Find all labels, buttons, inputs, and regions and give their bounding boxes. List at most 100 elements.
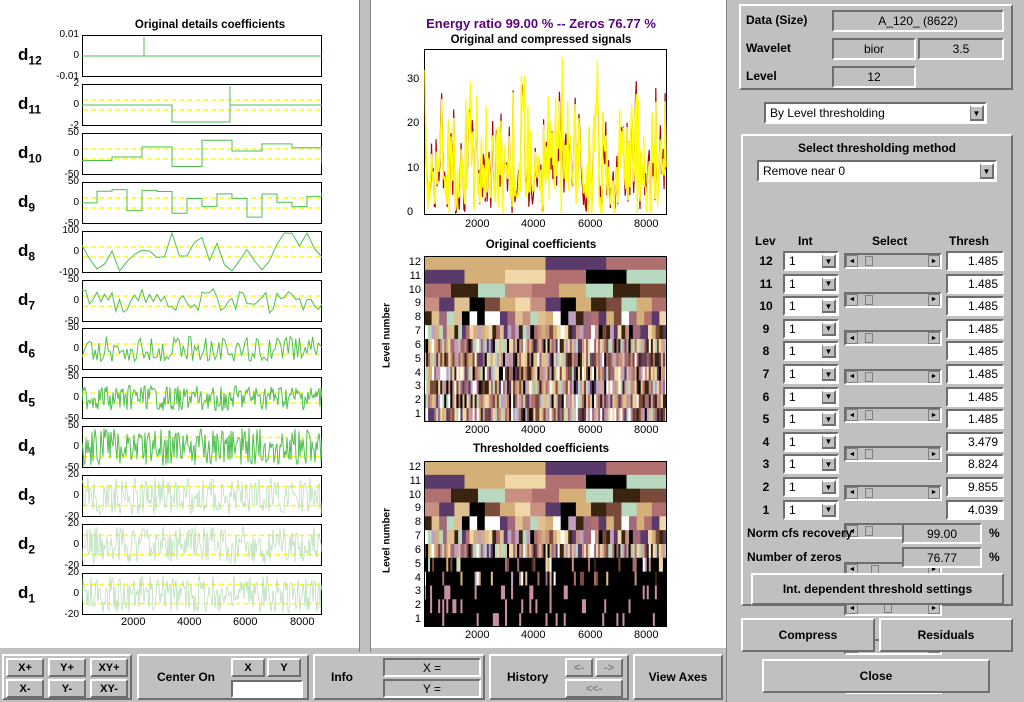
slider-right-arrow-icon[interactable]: ► <box>928 293 940 306</box>
slider-left-arrow-icon[interactable]: ◄ <box>846 525 858 538</box>
zoom-x-plus-button[interactable]: X+ <box>6 658 44 677</box>
threshold-value-input[interactable]: 1.485 <box>946 318 1004 339</box>
interval-select[interactable]: 1 ▼ <box>783 251 839 271</box>
threshold-value-input[interactable]: 3.479 <box>946 431 1004 452</box>
interval-select[interactable]: 1 ▼ <box>783 364 839 384</box>
interval-select[interactable]: 1 ▼ <box>783 386 839 407</box>
slider-right-arrow-icon[interactable]: ► <box>928 448 940 460</box>
coef-cell <box>424 488 452 503</box>
detail-plot-8[interactable] <box>82 230 322 273</box>
threshold-value-input[interactable]: 1.485 <box>946 386 1004 407</box>
slider-thumb[interactable] <box>865 526 874 537</box>
threshold-mode-select[interactable]: By Level thresholding ▼ <box>764 102 987 124</box>
threshold-slider[interactable]: ◄► <box>844 253 942 269</box>
detail-plot-10[interactable] <box>82 132 322 175</box>
slider-right-arrow-icon[interactable]: ► <box>928 332 940 345</box>
threshold-value-input[interactable]: 9.855 <box>946 477 1004 497</box>
slider-right-arrow-icon[interactable]: ► <box>928 370 940 383</box>
interval-select[interactable]: 1 ▼ <box>783 454 839 475</box>
slider-left-arrow-icon[interactable]: ◄ <box>846 602 858 615</box>
signal-plot[interactable] <box>424 49 667 215</box>
slider-right-arrow-icon[interactable]: ► <box>928 486 940 499</box>
threshold-value-input[interactable]: 1.485 <box>946 251 1004 271</box>
slider-left-arrow-icon[interactable]: ◄ <box>846 486 858 499</box>
slider-thumb[interactable] <box>865 294 874 305</box>
detail-plot-1[interactable] <box>82 572 322 615</box>
slider-thumb[interactable] <box>865 449 874 459</box>
compress-button[interactable]: Compress <box>741 618 875 652</box>
interval-select[interactable]: 1 ▼ <box>783 409 839 430</box>
detail-plot-9[interactable] <box>82 181 322 224</box>
threshold-slider[interactable]: ◄► <box>844 330 942 347</box>
zoom-xy-minus-button[interactable]: XY- <box>90 679 128 698</box>
slider-left-arrow-icon[interactable]: ◄ <box>846 255 858 267</box>
interval-select[interactable]: 1 ▼ <box>783 318 839 339</box>
slider-left-arrow-icon[interactable]: ◄ <box>846 293 858 306</box>
interval-select[interactable]: 1 ▼ <box>783 296 839 317</box>
coef-cell <box>543 408 546 422</box>
detail-plot-7[interactable] <box>82 279 322 322</box>
zoom-xy-plus-button[interactable]: XY+ <box>90 658 128 677</box>
slider-left-arrow-icon[interactable]: ◄ <box>846 332 858 345</box>
zoom-y-minus-button[interactable]: Y- <box>48 679 86 698</box>
coef-cell <box>602 599 605 614</box>
detail-plot-3[interactable] <box>82 475 322 518</box>
threshold-value-input[interactable]: 8.824 <box>946 454 1004 475</box>
slider-right-arrow-icon[interactable]: ► <box>928 255 940 267</box>
coef-cell <box>482 366 486 381</box>
detail-plot-11[interactable] <box>82 83 322 126</box>
threshold-slider[interactable]: ◄► <box>844 446 942 462</box>
threshold-value-input[interactable]: 4.039 <box>946 499 1004 520</box>
detail-plot-5[interactable] <box>82 377 322 420</box>
slider-thumb[interactable] <box>865 256 874 266</box>
coef-cell <box>468 380 471 395</box>
zoom-x-minus-button[interactable]: X- <box>6 679 44 698</box>
orig-coefs-plot[interactable] <box>424 256 667 422</box>
slider-thumb[interactable] <box>865 487 874 498</box>
slider-right-arrow-icon[interactable]: ► <box>928 602 940 615</box>
int-dependent-threshold-button[interactable]: Int. dependent threshold settings <box>751 573 1004 605</box>
zoom-y-plus-button[interactable]: Y+ <box>48 658 86 677</box>
history-home-button[interactable]: <<- <box>565 679 623 698</box>
interval-select[interactable]: 1 ▼ <box>783 273 839 294</box>
history-forward-button[interactable]: -> <box>595 658 623 677</box>
center-on-input[interactable] <box>231 680 303 698</box>
coef-cell <box>602 544 605 559</box>
coef-cell <box>662 557 666 573</box>
threshold-value-input[interactable]: 1.485 <box>946 409 1004 430</box>
threshold-slider[interactable]: ◄► <box>844 407 942 424</box>
method-select[interactable]: Remove near 0 ▼ <box>757 160 997 182</box>
center-x-button[interactable]: X <box>231 658 265 677</box>
threshold-value-input[interactable]: 1.485 <box>946 364 1004 384</box>
interval-select[interactable]: 1 ▼ <box>783 341 839 362</box>
slider-right-arrow-icon[interactable]: ► <box>928 409 940 422</box>
center-y-button[interactable]: Y <box>267 658 301 677</box>
slider-thumb[interactable] <box>865 333 874 344</box>
threshold-value-input[interactable]: 1.485 <box>946 296 1004 317</box>
residuals-button[interactable]: Residuals <box>879 618 1013 652</box>
view-axes-button[interactable]: View Axes <box>633 654 723 700</box>
threshold-value-input[interactable]: 1.485 <box>946 341 1004 362</box>
slider-thumb[interactable] <box>865 371 874 382</box>
slider-left-arrow-icon[interactable]: ◄ <box>846 448 858 460</box>
threshold-slider[interactable]: ◄► <box>844 291 942 308</box>
close-button[interactable]: Close <box>762 659 990 693</box>
coef-cell <box>557 380 561 395</box>
detail-plot-4[interactable] <box>82 426 322 469</box>
interval-select[interactable]: 1 ▼ <box>783 431 839 452</box>
detail-plot-12[interactable] <box>82 35 322 77</box>
interval-select[interactable]: 1 ▼ <box>783 499 839 520</box>
coef-cell <box>531 394 534 409</box>
slider-left-arrow-icon[interactable]: ◄ <box>846 409 858 422</box>
detail-plot-2[interactable] <box>82 524 322 566</box>
thr-coefs-plot[interactable] <box>424 461 667 627</box>
slider-left-arrow-icon[interactable]: ◄ <box>846 370 858 383</box>
threshold-slider[interactable]: ◄► <box>844 484 942 501</box>
history-back-button[interactable]: <- <box>565 658 593 677</box>
threshold-slider[interactable]: ◄► <box>844 368 942 385</box>
slider-thumb[interactable] <box>865 410 874 421</box>
detail-plot-6[interactable] <box>82 328 322 371</box>
interval-select[interactable]: 1 ▼ <box>783 477 839 497</box>
coef-cell <box>424 256 486 271</box>
threshold-value-input[interactable]: 1.485 <box>946 273 1004 294</box>
